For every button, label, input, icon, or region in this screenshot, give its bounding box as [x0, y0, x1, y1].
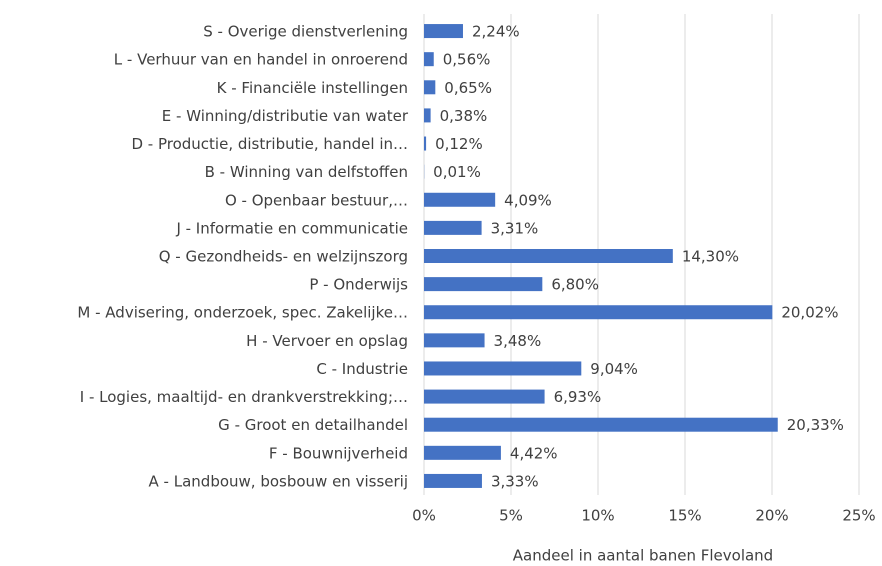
bar — [424, 445, 501, 460]
bar — [424, 389, 545, 404]
y-tick-label: Q - Gezondheids- en welzijnszorg — [159, 248, 408, 266]
bar — [424, 277, 543, 292]
data-label: 2,24% — [472, 23, 520, 41]
x-tick-label: 10% — [581, 507, 614, 525]
bar — [424, 108, 431, 123]
x-axis-title: Aandeel in aantal banen Flevoland — [513, 547, 773, 565]
x-tick-label: 5% — [499, 507, 523, 525]
bar — [424, 417, 778, 432]
bar — [424, 220, 482, 235]
data-label: 20,33% — [787, 416, 844, 434]
data-label: 3,31% — [491, 219, 539, 237]
y-tick-label: H - Vervoer en opslag — [246, 332, 408, 350]
x-tick-label: 0% — [412, 507, 436, 525]
bar — [424, 52, 434, 67]
bar — [424, 136, 427, 151]
y-tick-label: O - Openbaar bestuur,… — [225, 191, 408, 209]
bar — [424, 249, 673, 263]
y-tick-label: P - Onderwijs — [309, 276, 408, 294]
data-label: 6,80% — [551, 276, 599, 294]
data-label: 9,04% — [590, 360, 638, 378]
bar — [424, 80, 436, 95]
y-tick-label: L - Verhuur van en handel in onroerend — [114, 51, 408, 69]
data-label: 14,30% — [682, 248, 739, 266]
y-tick-label: C - Industrie — [316, 360, 408, 378]
y-tick-label: M - Advisering, onderzoek, spec. Zakelij… — [77, 304, 408, 322]
data-label: 0,12% — [435, 135, 483, 153]
y-tick-label: F - Bouwnijverheid — [269, 444, 408, 462]
data-label: 3,48% — [494, 332, 542, 350]
bar — [424, 305, 773, 320]
data-label: 4,42% — [510, 444, 558, 462]
bar — [424, 333, 485, 348]
data-label: 0,65% — [444, 79, 492, 97]
data-label: 4,09% — [504, 191, 552, 209]
data-label: 0,38% — [440, 107, 488, 125]
x-tick-label: 25% — [842, 507, 875, 525]
data-label: 0,01% — [433, 163, 481, 181]
bar — [424, 24, 463, 39]
y-tick-label: D - Productie, distributie, handel in… — [131, 135, 408, 153]
bar — [424, 361, 582, 376]
y-tick-label: B - Winning van delfstoffen — [205, 163, 408, 181]
data-label: 6,93% — [554, 388, 602, 406]
data-label: 3,33% — [491, 472, 539, 490]
x-tick-label: 20% — [755, 507, 788, 525]
y-tick-label: J - Informatie en communicatie — [175, 219, 408, 237]
x-tick-label: 15% — [668, 507, 701, 525]
y-tick-label: I - Logies, maaltijd- en drankverstrekki… — [80, 388, 408, 406]
bar — [424, 192, 496, 207]
y-tick-label: G - Groot en detailhandel — [218, 416, 408, 434]
bar — [424, 473, 482, 488]
y-tick-label: S - Overige dienstverlening — [203, 23, 408, 41]
y-tick-label: A - Landbouw, bosbouw en visserij — [149, 472, 408, 490]
data-label: 20,02% — [781, 304, 838, 322]
data-label: 0,56% — [443, 51, 491, 69]
y-tick-label: E - Winning/distributie van water — [162, 107, 409, 125]
y-tick-label: K - Financiële instellingen — [217, 79, 408, 97]
